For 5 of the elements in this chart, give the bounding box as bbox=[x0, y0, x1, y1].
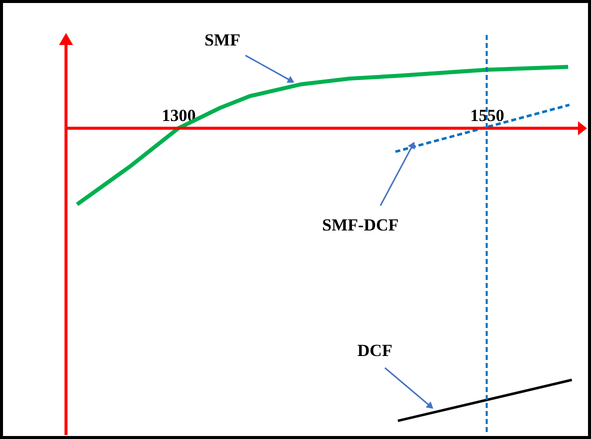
x-tick-label: 1550 bbox=[470, 106, 504, 125]
text: SMF-DCF bbox=[322, 216, 399, 235]
x-tick-label: 1300 bbox=[162, 106, 196, 125]
text: DCF bbox=[357, 340, 392, 360]
text: SMF bbox=[204, 30, 240, 50]
